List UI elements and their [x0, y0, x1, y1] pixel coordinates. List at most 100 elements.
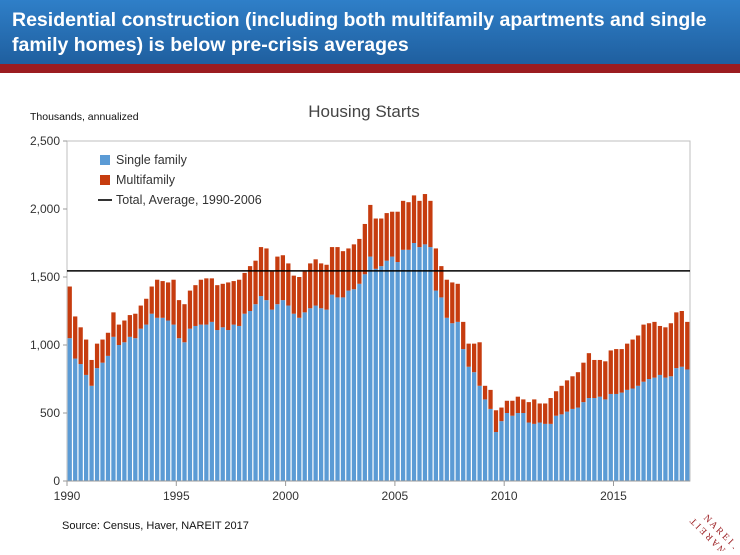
bar-single-family	[586, 398, 592, 481]
bar-single-family	[570, 408, 575, 481]
bar-multifamily	[138, 305, 143, 329]
bar-single-family	[247, 311, 253, 481]
bar-multifamily	[226, 282, 231, 331]
bar-multifamily	[357, 238, 362, 284]
legend-label-multifamily: Multifamily	[116, 173, 176, 187]
bar-single-family	[543, 423, 548, 481]
bar-multifamily	[247, 266, 253, 311]
bar-multifamily	[603, 361, 608, 400]
legend-swatch-multifamily	[100, 175, 110, 185]
bar-single-family	[111, 336, 116, 481]
bar-single-family	[269, 309, 275, 481]
bar-multifamily	[504, 400, 510, 413]
bar-single-family	[122, 342, 127, 481]
bar-single-family	[619, 392, 624, 481]
bar-multifamily	[373, 218, 378, 269]
bar-single-family	[226, 330, 231, 481]
chart-title: Housing Starts	[308, 102, 420, 121]
bar-single-family	[368, 256, 373, 481]
bar-single-family	[625, 389, 630, 481]
bar-single-family	[116, 345, 122, 481]
bar-multifamily	[564, 380, 570, 412]
bar-single-family	[198, 324, 204, 481]
bar-single-family	[450, 323, 455, 481]
bar-single-family	[165, 320, 171, 481]
bar-multifamily	[308, 263, 313, 309]
bar-multifamily	[379, 218, 384, 267]
bar-single-family	[176, 338, 182, 481]
bar-single-family	[187, 328, 193, 481]
bar-multifamily	[488, 389, 493, 409]
bar-multifamily	[472, 343, 477, 373]
bar-multifamily	[297, 277, 302, 318]
y-tick-label: 1,500	[30, 270, 60, 284]
bar-single-family	[521, 413, 526, 481]
bar-multifamily	[89, 359, 94, 386]
bar-multifamily	[400, 200, 406, 250]
bar-multifamily	[515, 396, 520, 413]
bar-single-family	[411, 243, 417, 481]
bar-single-family	[351, 289, 357, 481]
bar-multifamily	[155, 279, 160, 318]
bar-single-family	[439, 297, 444, 481]
bar-multifamily	[340, 251, 346, 298]
y-tick-label: 2,000	[30, 202, 60, 216]
bar-multifamily	[67, 286, 72, 339]
bar-single-family	[133, 338, 138, 481]
bar-single-family	[329, 294, 335, 481]
bar-multifamily	[619, 349, 624, 393]
bar-multifamily	[291, 275, 296, 314]
bar-single-family	[395, 262, 400, 481]
bar-single-family	[100, 362, 105, 481]
bar-multifamily	[231, 281, 236, 325]
bar-single-family	[313, 305, 318, 481]
bar-single-family	[144, 324, 149, 481]
bar-multifamily	[575, 372, 581, 408]
bar-multifamily	[368, 204, 373, 257]
bar-single-family	[127, 336, 132, 481]
bar-multifamily	[362, 223, 367, 275]
bar-multifamily	[105, 332, 111, 356]
bar-single-family	[318, 308, 324, 481]
bar-multifamily	[73, 316, 78, 359]
bar-single-family	[597, 396, 602, 481]
bar-multifamily	[477, 342, 482, 386]
bar-single-family	[149, 313, 154, 481]
bar-multifamily	[286, 263, 291, 306]
bar-single-family	[406, 249, 411, 481]
bar-multifamily	[493, 410, 499, 433]
bar-multifamily	[433, 248, 439, 291]
bar-multifamily	[635, 335, 641, 386]
bar-multifamily	[302, 271, 307, 313]
bar-multifamily	[482, 385, 488, 400]
bar-multifamily	[324, 264, 329, 310]
bar-multifamily	[165, 282, 171, 321]
bar-multifamily	[346, 248, 351, 291]
bar-single-family	[668, 376, 674, 481]
bar-single-family	[308, 308, 313, 481]
bar-single-family	[73, 358, 78, 481]
bar-multifamily	[122, 320, 127, 343]
bar-multifamily	[133, 313, 138, 339]
bar-multifamily	[679, 311, 684, 367]
bar-multifamily	[559, 385, 564, 415]
bar-single-family	[564, 411, 570, 481]
bar-single-family	[559, 414, 564, 481]
bar-single-family	[362, 274, 367, 481]
bar-multifamily	[450, 282, 455, 324]
bar-multifamily	[237, 279, 242, 326]
source-note: Source: Census, Haver, NAREIT 2017	[62, 520, 249, 532]
title-underline	[0, 64, 740, 73]
bar-single-family	[155, 317, 160, 481]
bar-multifamily	[417, 200, 422, 248]
bar-multifamily	[187, 290, 193, 329]
bar-multifamily	[351, 244, 357, 290]
bar-multifamily	[253, 260, 258, 305]
bar-single-family	[67, 338, 72, 481]
bar-single-family	[428, 247, 433, 481]
bar-single-family	[160, 317, 165, 481]
bar-multifamily	[597, 359, 602, 397]
nareit-logo: N A R E I T N A R E I T	[689, 513, 734, 551]
bar-multifamily	[521, 399, 526, 413]
bar-multifamily	[499, 407, 504, 422]
